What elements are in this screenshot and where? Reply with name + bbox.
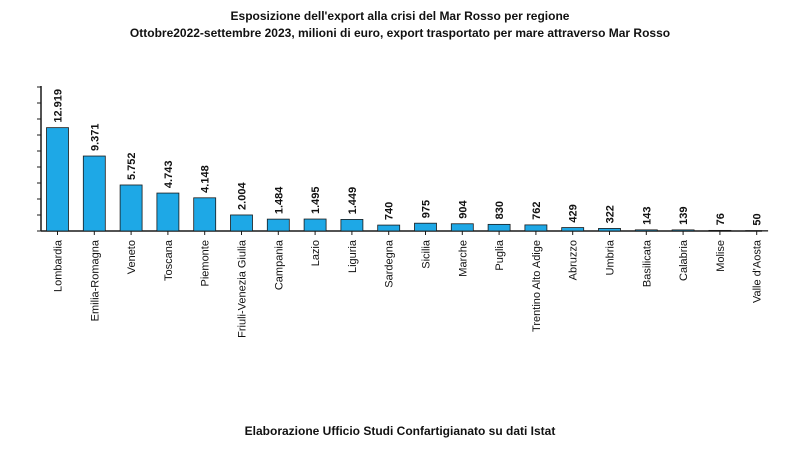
bar [119, 184, 143, 232]
bar [598, 228, 621, 232]
category-label: Molise [715, 240, 727, 272]
bar-value-label: 4.743 [163, 161, 175, 189]
category-label: Umbria [605, 239, 617, 275]
bar-value-label: 830 [494, 201, 506, 219]
bar-value-label: 740 [384, 202, 396, 220]
bar-value-label: 2.004 [237, 182, 249, 210]
bar [524, 224, 548, 232]
bar-value-label: 4.148 [200, 165, 212, 193]
category-label: Sicilia [421, 239, 433, 269]
bar-value-label: 143 [641, 206, 653, 224]
category-label: Piemonte [200, 240, 212, 286]
category-label: Liguria [347, 239, 359, 273]
bar [230, 214, 253, 232]
category-label: Abruzzo [568, 240, 580, 280]
bar [450, 223, 474, 232]
category-label: Friuli-Venezia Giulia [237, 239, 249, 338]
category-label: Valle d'Aosta [752, 239, 764, 303]
bar [156, 192, 180, 232]
category-label: Trentino Alto Adige [531, 240, 543, 332]
category-label: Sardegna [384, 239, 396, 288]
category-label: Basilicata [641, 239, 653, 287]
bar [377, 224, 401, 232]
bar [46, 127, 69, 232]
category-label: Marche [457, 240, 469, 277]
category-label: Puglia [494, 239, 506, 270]
bar-value-label: 9.371 [89, 124, 101, 152]
bar [340, 219, 364, 232]
bar [671, 229, 695, 232]
category-label: Emilia-Romagna [89, 239, 101, 321]
bar-value-label: 12.919 [53, 89, 65, 123]
bar-value-label: 50 [752, 213, 764, 225]
bar [266, 218, 290, 232]
bar [414, 222, 437, 232]
bar-value-label: 975 [421, 200, 433, 218]
bar [487, 223, 511, 232]
category-label: Lazio [310, 240, 322, 266]
bar-value-label: 904 [457, 200, 469, 219]
bar-value-label: 1.449 [347, 187, 359, 215]
bar-value-label: 1.495 [310, 187, 322, 215]
bar [634, 229, 658, 232]
bar [193, 197, 217, 232]
category-label: Calabria [678, 239, 690, 281]
bar [561, 227, 585, 232]
bar-value-label: 139 [678, 207, 690, 225]
bar [82, 155, 106, 232]
bar-value-label: 76 [715, 213, 727, 225]
category-label: Veneto [126, 240, 138, 274]
chart-subtitle: Ottobre2022-settembre 2023, milioni di e… [129, 26, 671, 40]
bar-value-label: 429 [568, 204, 580, 222]
chart-title: Esposizione dell'export alla crisi del M… [230, 9, 570, 23]
bar [303, 218, 327, 232]
bar-value-label: 762 [531, 202, 543, 220]
bar [708, 229, 732, 232]
bar-value-label: 322 [605, 205, 617, 223]
bar-value-label: 5.752 [126, 152, 138, 180]
category-label: Lombardia [53, 239, 65, 292]
source-note: Elaborazione Ufficio Studi Confartigiana… [244, 424, 556, 438]
category-label: Campania [273, 239, 285, 290]
chart-header: Esposizione dell'export alla crisi del M… [0, 8, 800, 42]
category-label: Toscana [163, 239, 175, 281]
bar-value-label: 1.484 [273, 186, 285, 214]
